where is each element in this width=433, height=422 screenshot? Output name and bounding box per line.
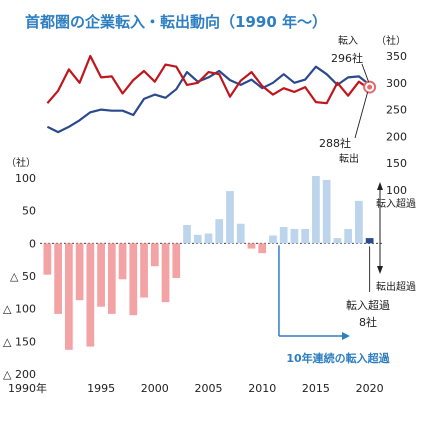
bar-2018: [344, 228, 353, 244]
bar-2012: [279, 227, 288, 244]
bar-1999: [140, 243, 148, 298]
x-tick-label: 2000: [141, 382, 169, 395]
upper-tick-label: 250: [386, 104, 407, 117]
lower-tick-label: △ 100: [3, 303, 36, 316]
axes: 100 150 200 250 300 350 （社） 100 50 0 △ 50 △ 100 △ 15…: [3, 34, 407, 395]
bar-1992: [64, 243, 73, 350]
bar-2009: [247, 243, 256, 249]
inflow-label: 転入: [338, 35, 358, 47]
bar-2001: [161, 243, 170, 303]
inflow-value: 296社: [331, 51, 363, 65]
bar-2008: [236, 223, 245, 244]
latest-marker-dot: [367, 84, 373, 90]
inflow-leader: [361, 63, 370, 83]
bar-1991: [54, 243, 62, 314]
latest-label: 転入超過: [346, 298, 390, 312]
bar-2016: [322, 179, 331, 244]
bar-1990: [43, 243, 52, 275]
line-outflow: [46, 54, 371, 105]
lower-tick-label: △ 150: [3, 335, 36, 348]
net-out-label: 転出超過: [376, 280, 416, 293]
chart-title: 首都圏の企業転入・転出動向（1990 年～）: [25, 13, 327, 31]
outflow-leader: [354, 91, 369, 139]
bar-1997: [118, 243, 127, 280]
x-tick-label: 2020: [356, 382, 384, 395]
streak-label: 10年連続の転入超過: [286, 351, 390, 365]
lower-tick-label: △ 50: [10, 270, 36, 283]
x-tick-label: 2005: [195, 382, 223, 395]
upper-tick-label: 200: [386, 130, 407, 143]
bar-2002: [172, 243, 181, 278]
bar-1994: [86, 243, 95, 347]
outflow-value: 288社: [319, 136, 351, 150]
bar-1998: [129, 243, 138, 316]
x-tick-label: 1990年: [8, 381, 47, 395]
bar-2011: [269, 235, 277, 244]
lower-tick-label: △ 200: [3, 368, 36, 381]
bar-2013: [290, 228, 299, 244]
bar-2015: [312, 176, 320, 244]
upper-tick-label: 100: [386, 184, 407, 197]
lower-tick-label: 100: [15, 172, 36, 185]
upper-tick-label: 300: [386, 77, 407, 90]
net-bars: [43, 176, 374, 350]
streak-arrowhead: [342, 332, 350, 340]
net-out-arrowhead: [377, 266, 383, 274]
net-in-label: 転入超過: [376, 197, 416, 210]
upper-tick-label: 350: [386, 50, 407, 63]
bar-2020: [365, 238, 374, 244]
bar-2017: [333, 238, 342, 244]
bar-1995: [97, 243, 105, 307]
bar-2019: [355, 200, 363, 244]
bar-1993: [75, 243, 84, 301]
x-tick-label: 1995: [87, 382, 115, 395]
lower-axis-unit: （社）: [6, 156, 36, 169]
bar-2007: [226, 191, 234, 244]
x-tick-label: 2010: [248, 382, 276, 395]
line-inflow: [46, 65, 371, 134]
bar-1996: [107, 243, 116, 314]
x-tick-label: 2015: [302, 382, 330, 395]
upper-tick-label: 150: [386, 157, 407, 170]
bar-2010: [258, 243, 267, 254]
bar-2000: [150, 243, 159, 267]
bar-2003: [183, 225, 191, 244]
flow-lines: [46, 54, 377, 134]
outflow-label: 転出: [339, 152, 359, 165]
lower-tick-label: 50: [22, 205, 36, 218]
lower-tick-label: 0: [29, 237, 36, 250]
bar-2004: [193, 234, 202, 244]
bar-2005: [204, 233, 213, 244]
bar-2014: [301, 228, 310, 244]
latest-value: 8社: [359, 315, 377, 329]
bar-2006: [215, 219, 224, 244]
upper-axis-unit: （社）: [376, 34, 406, 47]
net-in-arrowhead: [377, 182, 383, 190]
